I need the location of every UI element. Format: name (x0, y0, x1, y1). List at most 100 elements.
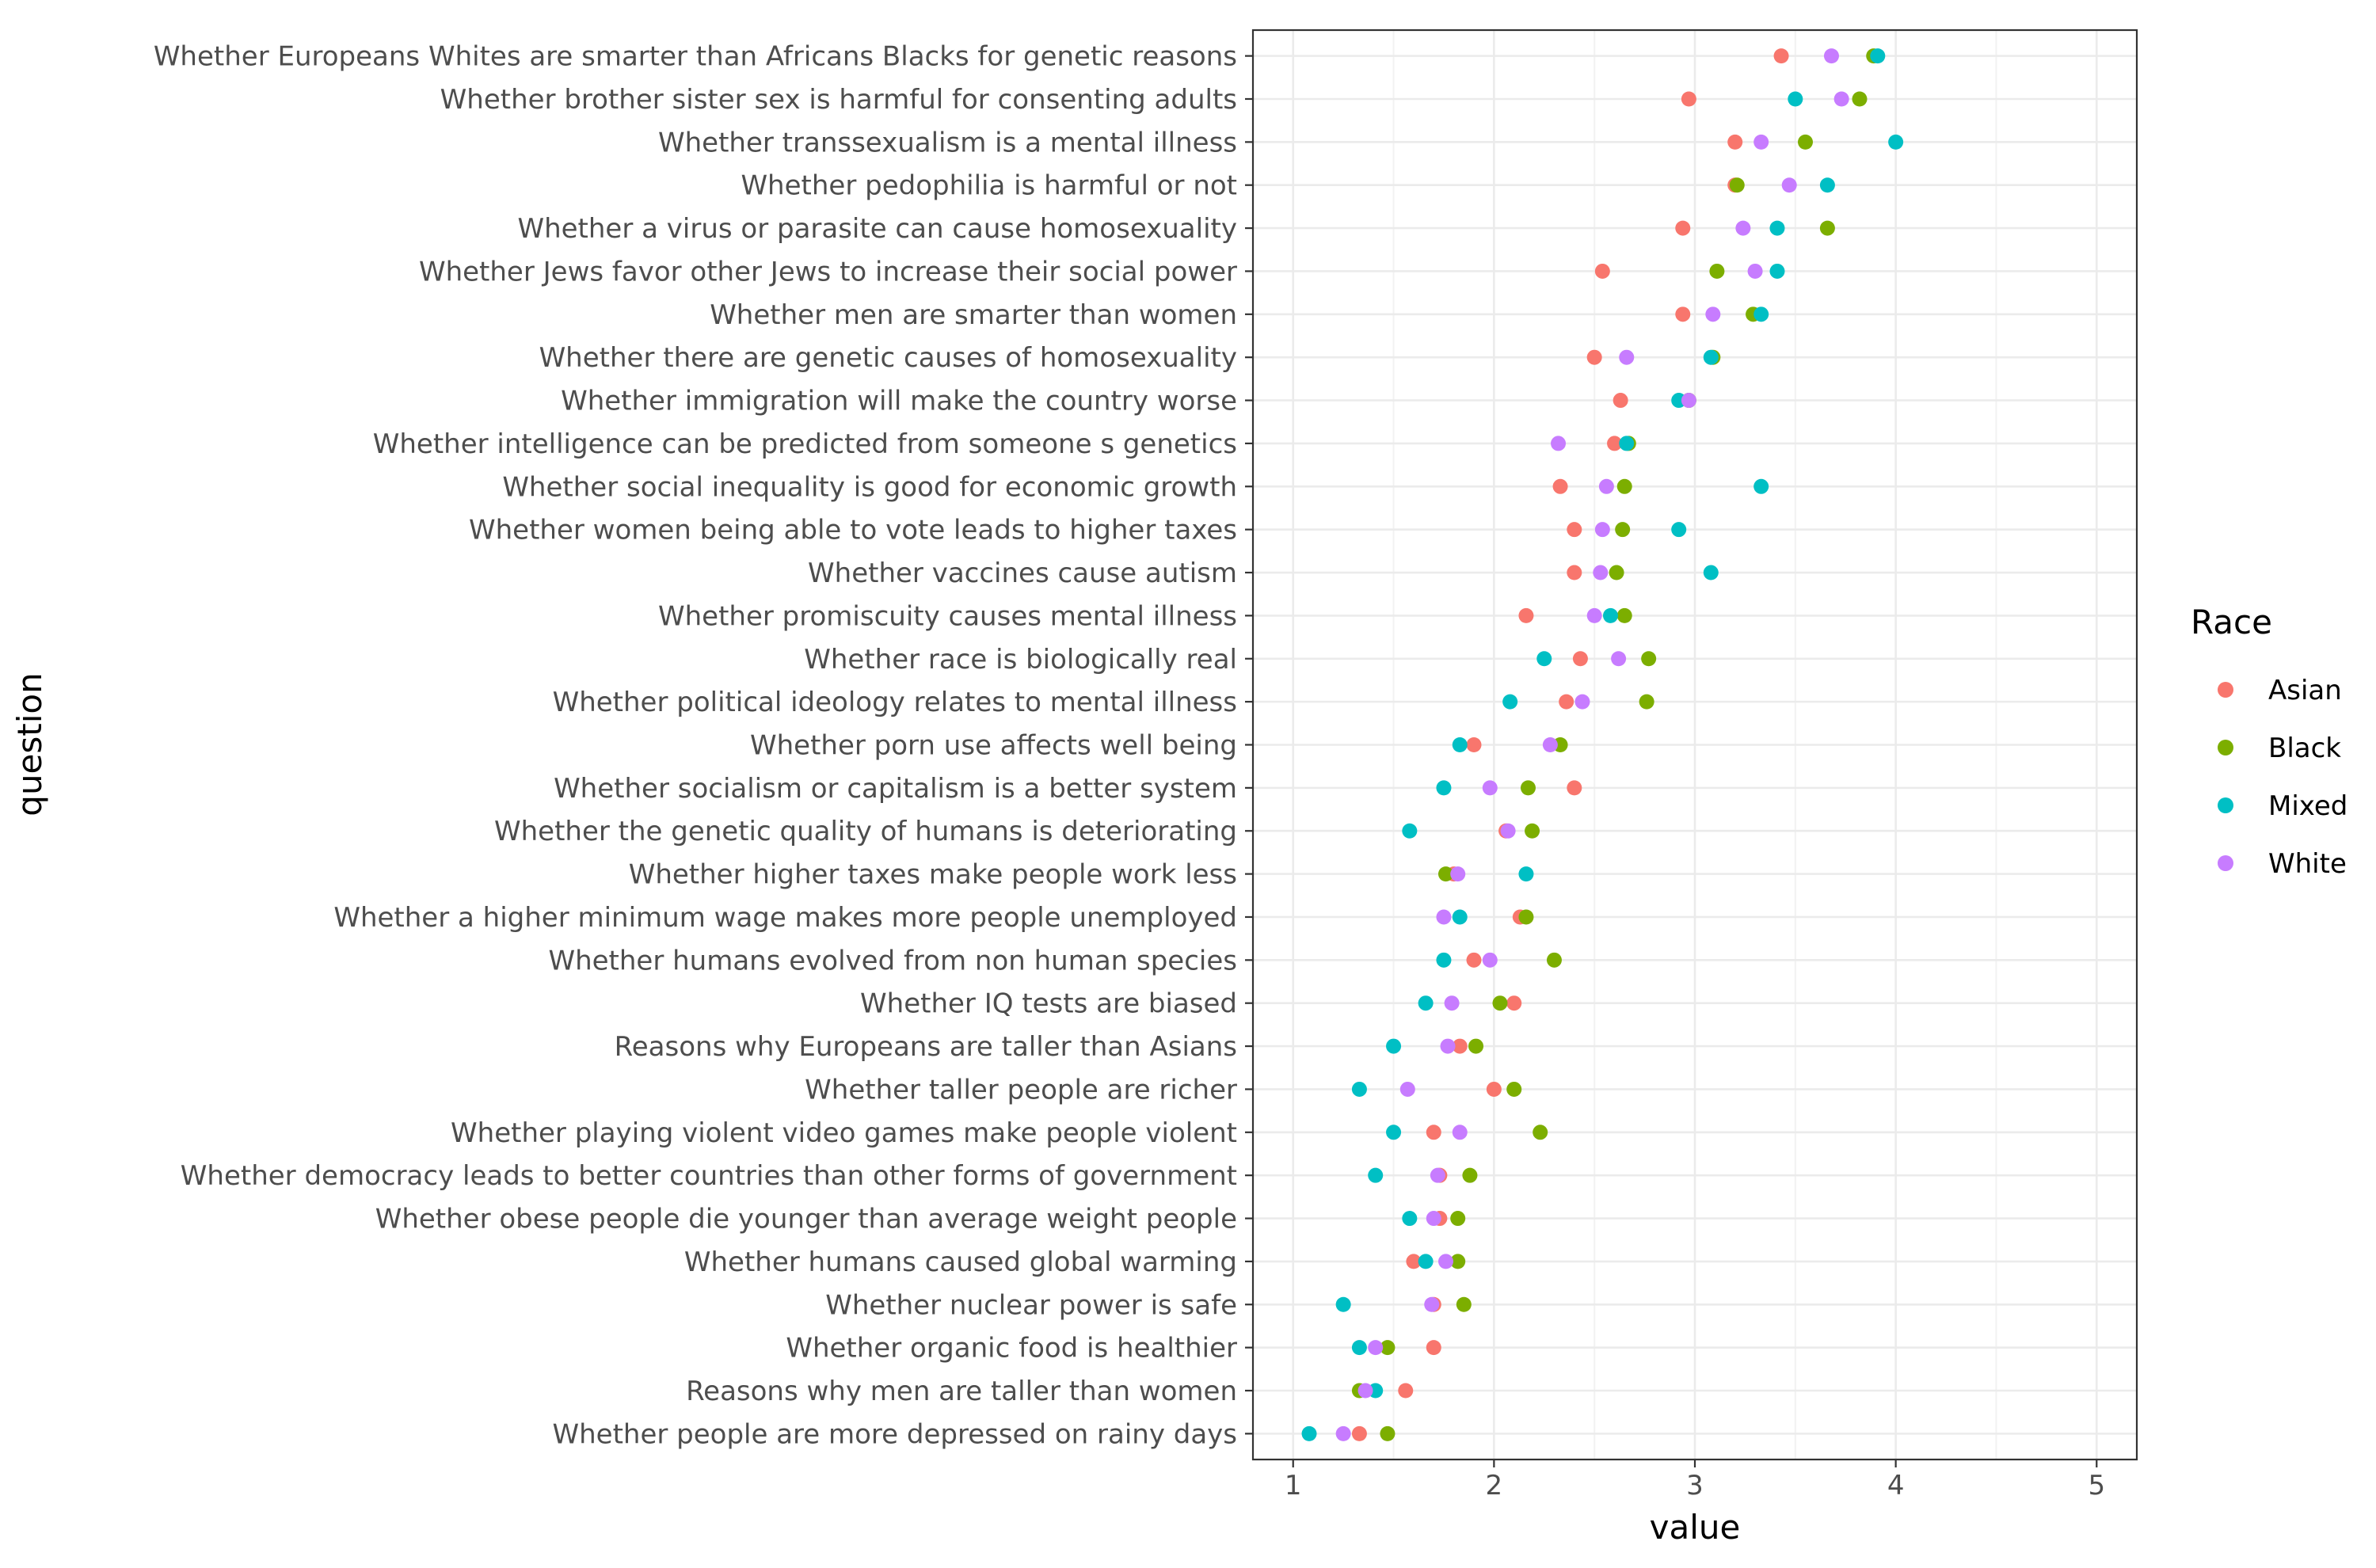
data-point-mixed (1452, 909, 1468, 925)
data-point-black (1380, 1425, 1396, 1441)
data-point-asian (1727, 134, 1743, 150)
data-point-mixed (1819, 177, 1835, 193)
data-point-mixed (1402, 1211, 1418, 1227)
y-tick-label: Whether vaccines cause autism (808, 558, 1237, 589)
data-point-black (1450, 1254, 1466, 1269)
data-point-black (1798, 134, 1813, 150)
legend-key-black (2218, 740, 2233, 755)
y-tick-label: Reasons why men are taller than women (686, 1376, 1237, 1407)
data-point-mixed (1351, 1081, 1367, 1097)
data-point-asian (1466, 737, 1482, 752)
data-point-asian (1452, 1038, 1468, 1054)
data-point-asian (1406, 1254, 1422, 1269)
data-point-asian (1426, 1125, 1441, 1140)
y-tick-label: Whether social inequality is good for ec… (502, 471, 1237, 503)
y-tick-label: Whether the genetic quality of humans is… (494, 816, 1237, 847)
data-point-white (1335, 1425, 1351, 1441)
data-point-white (1426, 1211, 1441, 1227)
data-point-white (1594, 522, 1610, 538)
data-point-mixed (1888, 134, 1904, 150)
legend-label: Mixed (2268, 790, 2347, 822)
data-point-mixed (1703, 349, 1719, 365)
data-point-white (1482, 952, 1498, 968)
data-point-black (1616, 607, 1632, 623)
legend: Race Asian Black Mixed White (2191, 603, 2347, 880)
data-point-white (1444, 995, 1460, 1011)
data-point-mixed (1436, 952, 1452, 968)
data-point-white (1482, 780, 1498, 796)
data-point-white (1440, 1038, 1456, 1054)
y-tick-label: Whether there are genetic causes of homo… (539, 342, 1237, 374)
data-point-mixed (1769, 220, 1785, 236)
data-point-white (1823, 48, 1839, 64)
legend-title: Race (2191, 603, 2272, 641)
data-point-white (1424, 1296, 1440, 1312)
data-point-white (1735, 220, 1751, 236)
y-tick-label: Whether porn use affects well being (750, 730, 1237, 762)
data-point-white (1833, 91, 1849, 107)
data-point-white (1586, 607, 1602, 623)
y-tick-label: Whether IQ tests are biased (860, 988, 1237, 1020)
data-point-black (1462, 1167, 1478, 1183)
data-point-black (1518, 909, 1534, 925)
data-point-black (1641, 651, 1657, 667)
data-point-asian (1567, 565, 1582, 580)
y-tick-label: Whether socialism or capitalism is a bet… (554, 773, 1237, 805)
data-point-black (1520, 780, 1536, 796)
data-point-asian (1607, 436, 1623, 451)
y-tick-label: Whether humans caused global warming (684, 1246, 1237, 1278)
x-axis-title: value (1650, 1508, 1741, 1547)
data-point-mixed (1418, 1254, 1434, 1269)
y-tick-label: Whether a virus or parasite can cause ho… (517, 213, 1237, 245)
x-tick-label: 4 (1887, 1470, 1905, 1501)
data-point-white (1781, 177, 1797, 193)
data-point-asian (1486, 1081, 1502, 1097)
data-point-white (1705, 306, 1721, 322)
data-point-mixed (1536, 651, 1552, 667)
data-point-mixed (1769, 263, 1785, 279)
data-point-asian (1675, 306, 1691, 322)
data-point-mixed (1452, 737, 1468, 752)
data-point-asian (1567, 522, 1582, 538)
data-point-mixed (1402, 823, 1418, 839)
data-point-black (1525, 823, 1540, 839)
data-point-mixed (1518, 866, 1534, 882)
points (1301, 48, 1904, 1441)
x-tick-label: 1 (1285, 1470, 1302, 1501)
legend-label: Asian (2268, 675, 2342, 706)
data-point-white (1611, 651, 1627, 667)
data-point-mixed (1301, 1425, 1317, 1441)
data-point-white (1450, 866, 1466, 882)
data-point-black (1492, 995, 1508, 1011)
data-point-black (1616, 478, 1632, 494)
y-tick-label: Whether taller people are richer (805, 1074, 1237, 1106)
data-point-mixed (1502, 694, 1518, 710)
data-point-white (1753, 134, 1769, 150)
data-point-asian (1594, 263, 1610, 279)
axes: 1 2 3 4 5 Whether Europeans Whites are smarte… (154, 41, 2105, 1501)
legend-key-mixed (2218, 797, 2233, 813)
data-point-asian (1426, 1340, 1441, 1356)
data-point-mixed (1753, 306, 1769, 322)
data-point-black (1546, 952, 1562, 968)
y-tick-label: Whether brother sister sex is harmful fo… (440, 84, 1237, 116)
data-point-black (1380, 1340, 1396, 1356)
x-tick-label: 5 (2088, 1470, 2105, 1501)
data-point-asian (1398, 1383, 1414, 1399)
data-point-asian (1681, 91, 1696, 107)
data-point-mixed (1335, 1296, 1351, 1312)
y-tick-label: Whether a higher minimum wage makes more… (333, 902, 1237, 934)
legend-key-white (2218, 855, 2233, 871)
x-tick-label: 2 (1486, 1470, 1503, 1501)
data-point-black (1819, 220, 1835, 236)
y-tick-label: Whether promiscuity causes mental illnes… (658, 600, 1237, 632)
data-point-asian (1567, 780, 1582, 796)
data-point-mixed (1788, 91, 1803, 107)
y-tick-label: Whether nuclear power is safe (825, 1289, 1237, 1321)
data-point-black (1639, 694, 1654, 710)
data-point-white (1452, 1125, 1468, 1140)
data-point-black (1456, 1296, 1472, 1312)
data-point-asian (1518, 607, 1534, 623)
data-point-black (1615, 522, 1631, 538)
